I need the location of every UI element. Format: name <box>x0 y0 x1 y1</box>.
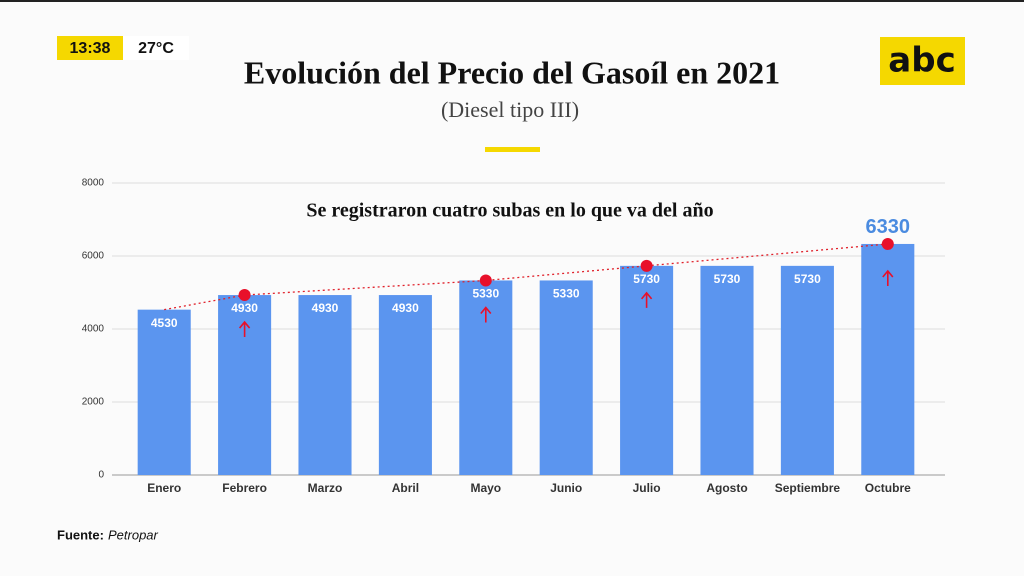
chart-title: Evolución del Precio del Gasoíl en 2021 <box>244 54 780 90</box>
temp-badge <box>123 36 189 60</box>
annotation: Se registraron cuatro subas en lo que va… <box>306 200 713 222</box>
value-label: 5330 <box>472 287 499 301</box>
increase-dot <box>881 237 894 250</box>
increase-dot <box>238 289 251 302</box>
increase-arrow <box>882 269 894 286</box>
x-tick-label: Abril <box>392 481 419 495</box>
time-badge <box>57 36 123 60</box>
value-label: 5330 <box>553 287 580 301</box>
y-tick-label: 8000 <box>82 178 105 189</box>
x-tick-label: Septiembre <box>775 481 841 495</box>
trend-line <box>164 243 888 311</box>
source: Petropar <box>108 527 159 542</box>
x-tick-label: Febrero <box>222 481 267 495</box>
value-label: 4930 <box>392 301 419 315</box>
value-label: 5730 <box>633 272 660 286</box>
temperature: 27°C <box>138 40 174 57</box>
chart-subtitle: (Diesel tipo III) <box>441 97 579 122</box>
x-tick-label: Octubre <box>865 481 911 495</box>
increase-dot <box>640 259 653 272</box>
increase-arrow <box>238 320 251 338</box>
time: 13:38 <box>70 40 111 57</box>
y-tick-label: 2000 <box>82 397 105 408</box>
increase-arrow <box>640 291 653 308</box>
y-tick-label: 6000 <box>82 251 105 262</box>
logo-box <box>880 37 965 85</box>
value-label: 4930 <box>231 301 258 315</box>
y-tick-label: 0 <box>98 470 104 481</box>
x-tick-label: Enero <box>147 481 181 495</box>
value-label: 4530 <box>151 316 178 330</box>
value-label: 6330 <box>866 216 911 238</box>
x-tick-label: Agosto <box>706 481 747 495</box>
bar <box>378 295 432 475</box>
x-tick-label: Marzo <box>308 481 343 495</box>
source-label: Fuente: <box>57 527 104 542</box>
x-tick-label: Mayo <box>470 481 501 495</box>
x-tick-label: Julio <box>633 481 661 495</box>
plot: 0 2000 4000 6000 8000 Enero 4530 Febrero 4930 Mar… <box>82 178 945 495</box>
x-tick-label: Junio <box>550 481 582 495</box>
bar <box>700 265 754 475</box>
value-label: 4930 <box>312 301 339 315</box>
value-label: 5730 <box>794 272 821 286</box>
bar <box>780 265 834 475</box>
logo: abc <box>888 41 955 81</box>
bar <box>137 309 191 475</box>
increase-dot <box>479 274 492 287</box>
bar <box>298 295 352 475</box>
value-label: 5730 <box>714 272 741 286</box>
accent-bar <box>485 147 540 152</box>
y-tick-label: 4000 <box>82 324 105 335</box>
increase-arrow <box>480 306 492 323</box>
bar <box>539 280 593 475</box>
